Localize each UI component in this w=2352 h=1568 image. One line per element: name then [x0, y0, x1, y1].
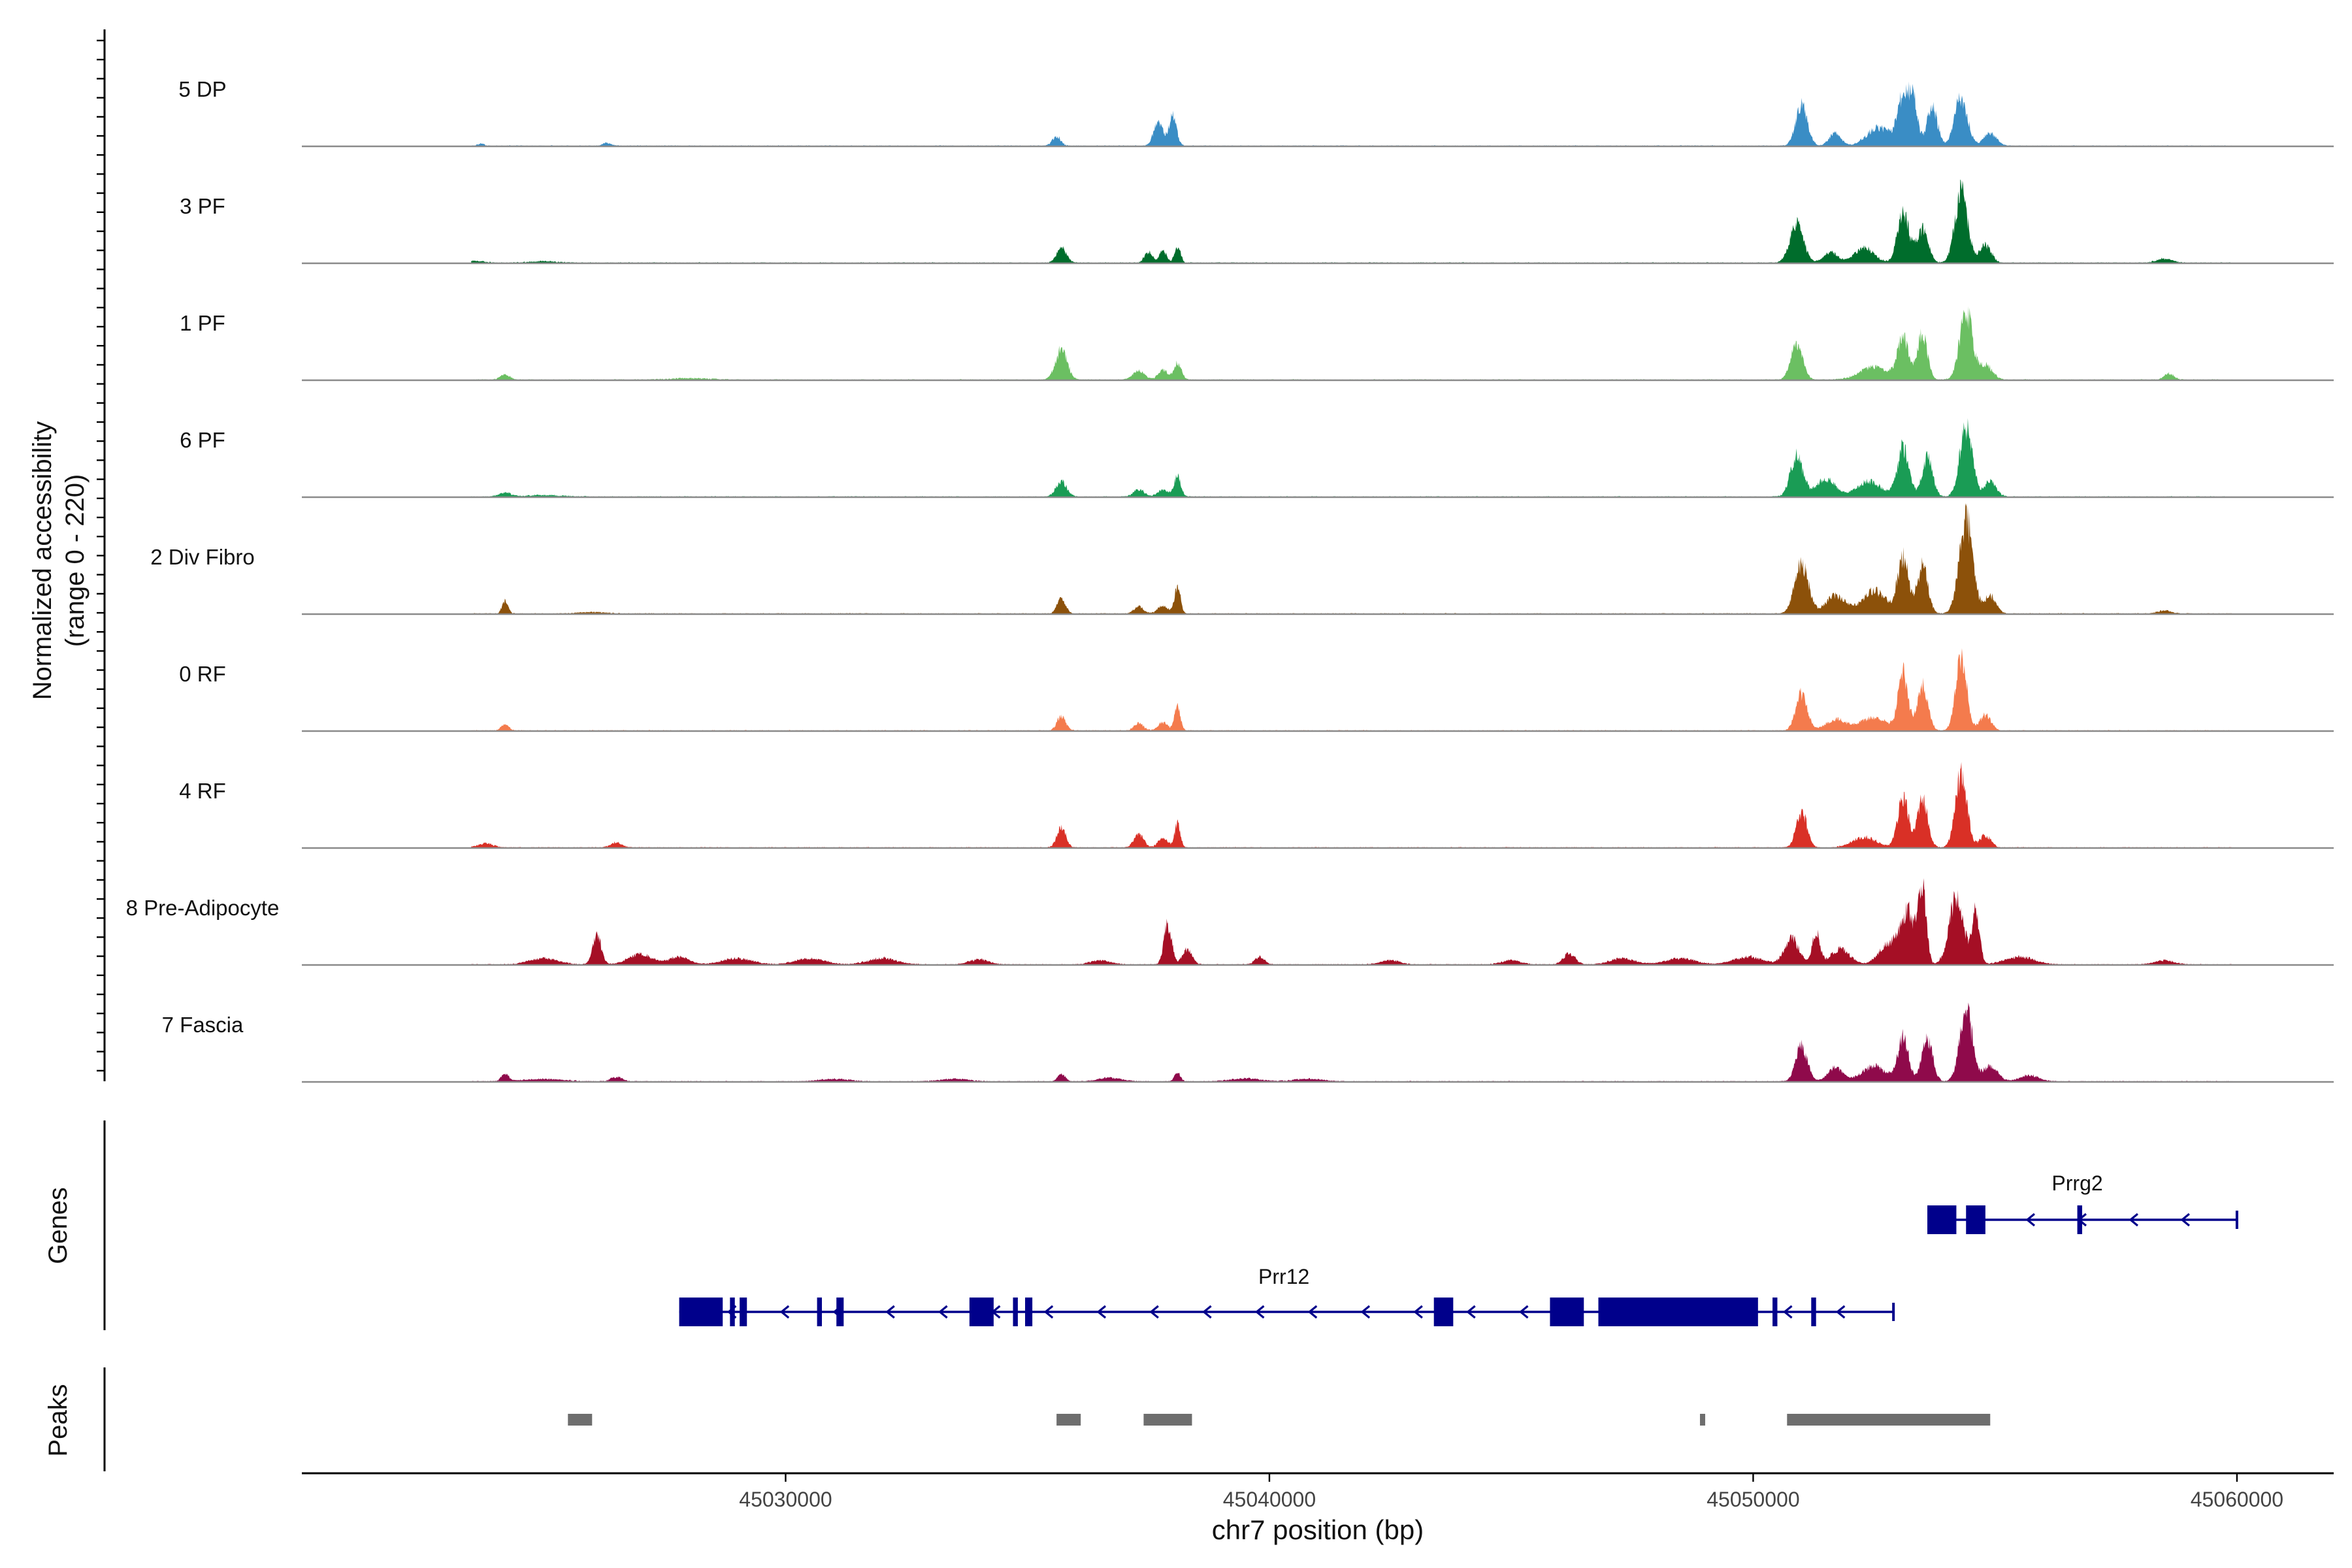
track-label: 8 Pre-Adipocyte	[126, 896, 280, 920]
y-axis-label-line2: (range 0 - 220)	[61, 474, 90, 647]
x-axis-label: chr7 position (bp)	[1212, 1514, 1424, 1545]
strand-chevron	[1096, 1305, 1107, 1319]
gene-exon	[836, 1298, 844, 1326]
gene-label: Prr12	[1258, 1265, 1309, 1288]
strand-chevron	[2180, 1213, 2190, 1227]
gene-exon	[1550, 1298, 1584, 1326]
x-axis: 45030000 45040000 45050000 45060000 chr7 po…	[302, 1472, 2334, 1545]
gene-exon	[969, 1298, 994, 1326]
track-label: 5 DP	[178, 77, 226, 101]
track-8: 8 Pre-Adipocyte	[126, 878, 2334, 966]
strand-chevron	[1413, 1305, 1423, 1319]
track-signal-area	[471, 503, 2232, 614]
track-signal-area	[471, 179, 2232, 263]
track-signal-area	[471, 81, 2232, 146]
gene-exon	[1966, 1205, 1985, 1234]
track-label: 7 Fascia	[162, 1013, 244, 1037]
track-4: 6 PF	[180, 418, 2334, 498]
track-7: 4 RF	[179, 762, 2334, 849]
strand-chevron	[1307, 1305, 1318, 1319]
track-signal-area	[471, 878, 2232, 965]
strand-chevron	[938, 1305, 948, 1319]
gene-exon	[730, 1298, 735, 1326]
track-3: 1 PF	[180, 306, 2334, 382]
track-signal-area	[471, 647, 2232, 731]
gene-exon	[679, 1298, 723, 1326]
gene-exon	[1772, 1298, 1778, 1326]
accessibility-tracks: 5 DP 3 PF 1 PF 6 PF 2 Div Fibro 0 RF 4 RF 8 Pre…	[126, 77, 2334, 1083]
peaks-panel: Peaks	[44, 1367, 1991, 1471]
gene-label: Prrg2	[2051, 1171, 2102, 1195]
track-2: 3 PF	[180, 179, 2334, 265]
peak-region	[1143, 1414, 1192, 1426]
strand-chevron	[2129, 1213, 2138, 1227]
track-label: 1 PF	[180, 311, 225, 335]
strand-chevron	[2025, 1213, 2035, 1227]
track-signal-area	[471, 418, 2232, 497]
x-tick-label: 45050000	[1707, 1488, 1799, 1511]
track-6: 0 RF	[179, 647, 2334, 732]
strand-chevron	[1202, 1305, 1212, 1319]
strand-chevron	[1466, 1305, 1476, 1319]
strand-chevron	[1043, 1305, 1054, 1319]
track-signal-area	[471, 762, 2232, 848]
peak-region	[1699, 1414, 1705, 1426]
gene-exon	[1927, 1205, 1957, 1234]
gene-exon	[2077, 1205, 2082, 1234]
track-label: 2 Div Fibro	[150, 545, 255, 569]
peaks-panel-label: Peaks	[44, 1384, 73, 1456]
track-label: 4 RF	[179, 779, 226, 803]
peak-region	[1056, 1414, 1081, 1426]
gene-prrg2: Prrg2	[1927, 1171, 2238, 1234]
x-tick-label: 45030000	[739, 1488, 832, 1511]
peak-region	[568, 1414, 593, 1426]
gene-exon	[740, 1298, 747, 1326]
gene-prr12: Prr12	[679, 1265, 1895, 1326]
track-signal-area	[471, 1002, 2232, 1082]
x-tick-label: 45040000	[1223, 1488, 1316, 1511]
track-label: 0 RF	[179, 662, 226, 686]
strand-chevron	[1518, 1305, 1529, 1319]
gene-exon	[1433, 1298, 1454, 1326]
gene-exon	[1013, 1298, 1018, 1326]
gene-exon	[1598, 1298, 1758, 1326]
peak-region	[1787, 1414, 1991, 1426]
strand-chevron	[1149, 1305, 1159, 1319]
genes-panel-label: Genes	[44, 1187, 73, 1264]
gene-exon	[1811, 1298, 1816, 1326]
track-label: 6 PF	[180, 428, 225, 452]
track-5: 2 Div Fibro	[150, 503, 2334, 615]
strand-chevron	[1254, 1305, 1265, 1319]
y-axis	[97, 29, 106, 1081]
x-tick-label: 45060000	[2191, 1488, 2283, 1511]
track-1: 5 DP	[178, 77, 2334, 148]
track-signal-area	[471, 306, 2232, 380]
strand-chevron	[1835, 1305, 1846, 1319]
track-label: 3 PF	[180, 194, 225, 218]
gene-exon	[1025, 1298, 1033, 1326]
genes-panel: Genes Prrg2 Prr12	[44, 1120, 2238, 1330]
strand-chevron	[1783, 1305, 1793, 1319]
track-9: 7 Fascia	[162, 1002, 2334, 1083]
strand-chevron	[779, 1305, 790, 1319]
y-axis-label-line1: Normalized accessibility	[28, 421, 57, 700]
gene-exon	[817, 1298, 823, 1326]
y-axis-minor-ticks	[97, 39, 105, 1072]
strand-chevron	[1360, 1305, 1371, 1319]
strand-chevron	[885, 1305, 895, 1319]
